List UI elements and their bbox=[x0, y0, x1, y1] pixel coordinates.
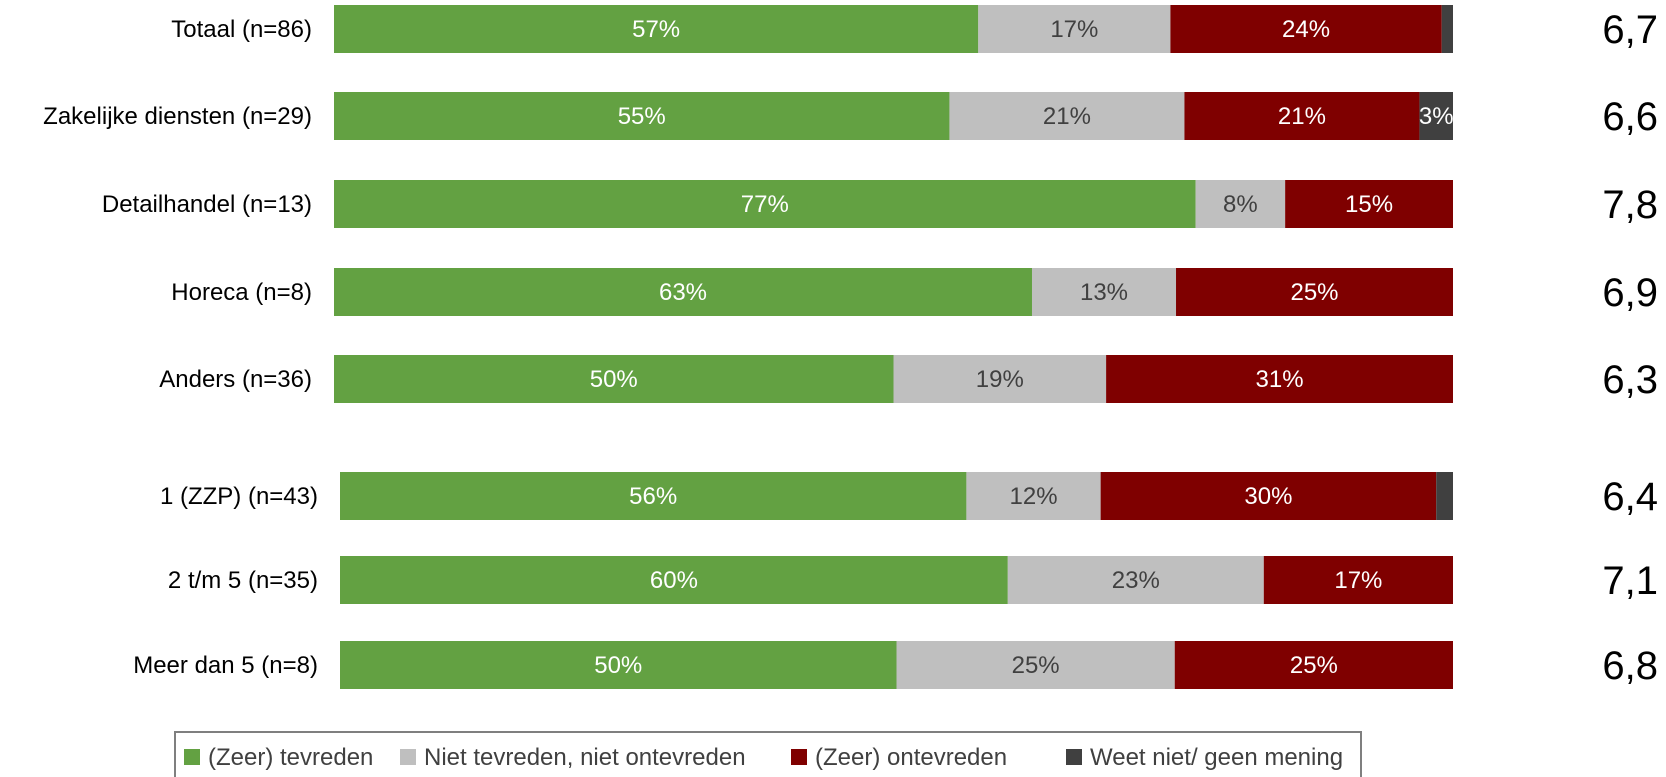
bar-segment bbox=[978, 5, 1171, 53]
bar-row: Totaal (n=86) 57% 17% 24% 6,7 bbox=[171, 5, 1658, 53]
bar-segment bbox=[1170, 5, 1442, 53]
data-label: 19% bbox=[976, 366, 1024, 393]
data-label: 30% bbox=[1244, 483, 1292, 510]
legend-swatch bbox=[184, 749, 200, 765]
legend-swatch bbox=[791, 749, 807, 765]
legend-item: Weet niet/ geen mening bbox=[1066, 744, 1343, 771]
legend-label: Weet niet/ geen mening bbox=[1090, 744, 1343, 771]
data-label: 50% bbox=[594, 652, 642, 679]
bar-segment bbox=[334, 5, 979, 53]
bar-row: 1 (ZZP) (n=43) 56% 12% 30% 6,4 bbox=[160, 472, 1658, 520]
data-label: 17% bbox=[1050, 16, 1098, 43]
data-label: 24% bbox=[1282, 16, 1330, 43]
data-label: 23% bbox=[1112, 567, 1160, 594]
category-label: Zakelijke diensten (n=29) bbox=[43, 103, 312, 130]
category-label: 2 t/m 5 (n=35) bbox=[168, 567, 318, 594]
legend-label: Niet tevreden, niet ontevreden bbox=[424, 744, 746, 771]
data-label: 12% bbox=[1010, 483, 1058, 510]
bar-segment bbox=[1176, 268, 1453, 316]
bar-segment bbox=[949, 92, 1185, 140]
data-label: 13% bbox=[1080, 279, 1128, 306]
bar-segment bbox=[1174, 641, 1453, 689]
bar-row: 2 t/m 5 (n=35) 60% 23% 17% 7,1 bbox=[168, 556, 1658, 604]
data-label: 31% bbox=[1256, 366, 1304, 393]
data-label: 25% bbox=[1290, 652, 1338, 679]
legend-swatch bbox=[1066, 749, 1082, 765]
bar-segment bbox=[1419, 92, 1453, 140]
bar-segment bbox=[340, 472, 967, 520]
bar-segment bbox=[1031, 268, 1177, 316]
legend-label: (Zeer) tevreden bbox=[208, 744, 373, 771]
data-label: 63% bbox=[659, 279, 707, 306]
legend-item: (Zeer) ontevreden bbox=[791, 744, 1007, 771]
bar-segment bbox=[1184, 92, 1420, 140]
bar-segment bbox=[1007, 556, 1264, 604]
bar-segment bbox=[334, 268, 1032, 316]
category-label: Meer dan 5 (n=8) bbox=[133, 652, 318, 679]
legend-item: (Zeer) tevreden bbox=[184, 744, 373, 771]
data-label: 15% bbox=[1345, 191, 1393, 218]
bar-segment bbox=[966, 472, 1101, 520]
data-label: 60% bbox=[650, 567, 698, 594]
data-label: 77% bbox=[741, 191, 789, 218]
legend-swatch bbox=[400, 749, 416, 765]
legend-frame bbox=[174, 731, 1362, 777]
score-value: 6,9 bbox=[1602, 271, 1658, 315]
data-label: 25% bbox=[1290, 279, 1338, 306]
data-label: 17% bbox=[1334, 567, 1382, 594]
bar-row: Anders (n=36) 50% 19% 31% 6,3 bbox=[159, 355, 1658, 403]
score-value: 6,6 bbox=[1602, 95, 1658, 139]
category-label: Anders (n=36) bbox=[159, 366, 312, 393]
chart-rows: Totaal (n=86) 57% 17% 24% 6,7 Zakelijke diens… bbox=[43, 5, 1658, 689]
bar-row: Horeca (n=8) 63% 13% 25% 6,9 bbox=[171, 268, 1658, 316]
data-label: 3% bbox=[1419, 103, 1454, 130]
data-label: 21% bbox=[1278, 103, 1326, 130]
data-label: 21% bbox=[1043, 103, 1091, 130]
category-label: Totaal (n=86) bbox=[171, 16, 312, 43]
bar-segment bbox=[334, 92, 950, 140]
bar-segment bbox=[1436, 472, 1453, 520]
bar-segment bbox=[334, 180, 1196, 228]
score-value: 6,7 bbox=[1602, 8, 1658, 52]
bar-segment bbox=[1195, 180, 1286, 228]
category-label: Horeca (n=8) bbox=[171, 279, 312, 306]
bar-segment bbox=[1100, 472, 1437, 520]
bar-row: Zakelijke diensten (n=29) 55% 21% 21% 3% 6,6 bbox=[43, 92, 1658, 140]
data-label: 8% bbox=[1223, 191, 1258, 218]
bar-segment bbox=[1441, 5, 1453, 53]
bar-segment bbox=[340, 556, 1008, 604]
bar-row: Detailhandel (n=13) 77% 8% 15% 7,8 bbox=[102, 180, 1658, 228]
score-value: 7,8 bbox=[1602, 183, 1658, 227]
bar-row: Meer dan 5 (n=8) 50% 25% 25% 6,8 bbox=[133, 641, 1658, 689]
legend-label: (Zeer) ontevreden bbox=[815, 744, 1007, 771]
score-value: 6,4 bbox=[1602, 475, 1658, 519]
bar-segment bbox=[1285, 180, 1453, 228]
data-label: 25% bbox=[1012, 652, 1060, 679]
category-label: Detailhandel (n=13) bbox=[102, 191, 312, 218]
legend-items: (Zeer) tevreden Niet tevreden, niet ontev… bbox=[184, 744, 1343, 771]
legend-item: Niet tevreden, niet ontevreden bbox=[400, 744, 746, 771]
bar-segment bbox=[340, 641, 897, 689]
bar-segment bbox=[893, 355, 1107, 403]
score-value: 7,1 bbox=[1602, 559, 1658, 603]
data-label: 50% bbox=[590, 366, 638, 393]
data-label: 57% bbox=[632, 16, 680, 43]
bar-segment bbox=[1106, 355, 1453, 403]
category-label: 1 (ZZP) (n=43) bbox=[160, 483, 318, 510]
bar-segment bbox=[1263, 556, 1453, 604]
bar-segment bbox=[896, 641, 1175, 689]
legend: (Zeer) tevreden Niet tevreden, niet ontev… bbox=[174, 731, 1362, 777]
data-label: 55% bbox=[618, 103, 666, 130]
score-value: 6,3 bbox=[1602, 358, 1658, 402]
data-label: 56% bbox=[629, 483, 677, 510]
score-value: 6,8 bbox=[1602, 644, 1658, 688]
bar-segment bbox=[334, 355, 894, 403]
